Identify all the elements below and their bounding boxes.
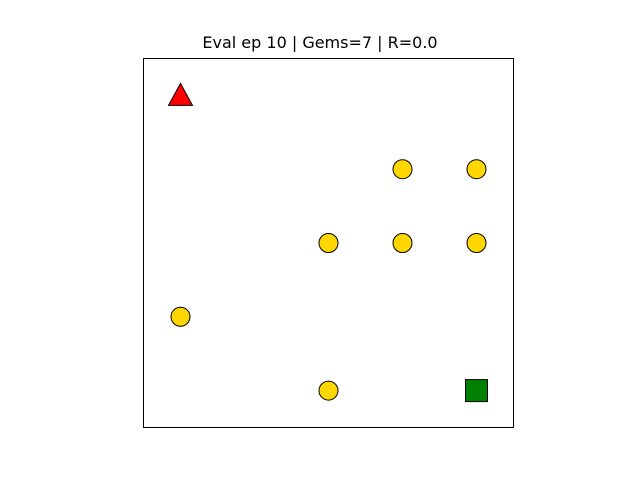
square-goal-icon bbox=[465, 379, 488, 403]
triangle-agent-icon bbox=[167, 82, 194, 106]
circle-gem-icon bbox=[392, 233, 413, 253]
circle-gem-icon bbox=[170, 306, 191, 327]
plot-title: Eval ep 10 | Gems=7 | R=0.0 bbox=[202, 33, 438, 52]
circle-gem-icon bbox=[318, 380, 339, 401]
circle-gem-icon bbox=[392, 159, 413, 180]
circle-gem-icon bbox=[466, 159, 487, 180]
circle-gem-icon bbox=[318, 233, 339, 253]
circle-gem-icon bbox=[466, 233, 487, 253]
board-entities bbox=[167, 82, 488, 403]
